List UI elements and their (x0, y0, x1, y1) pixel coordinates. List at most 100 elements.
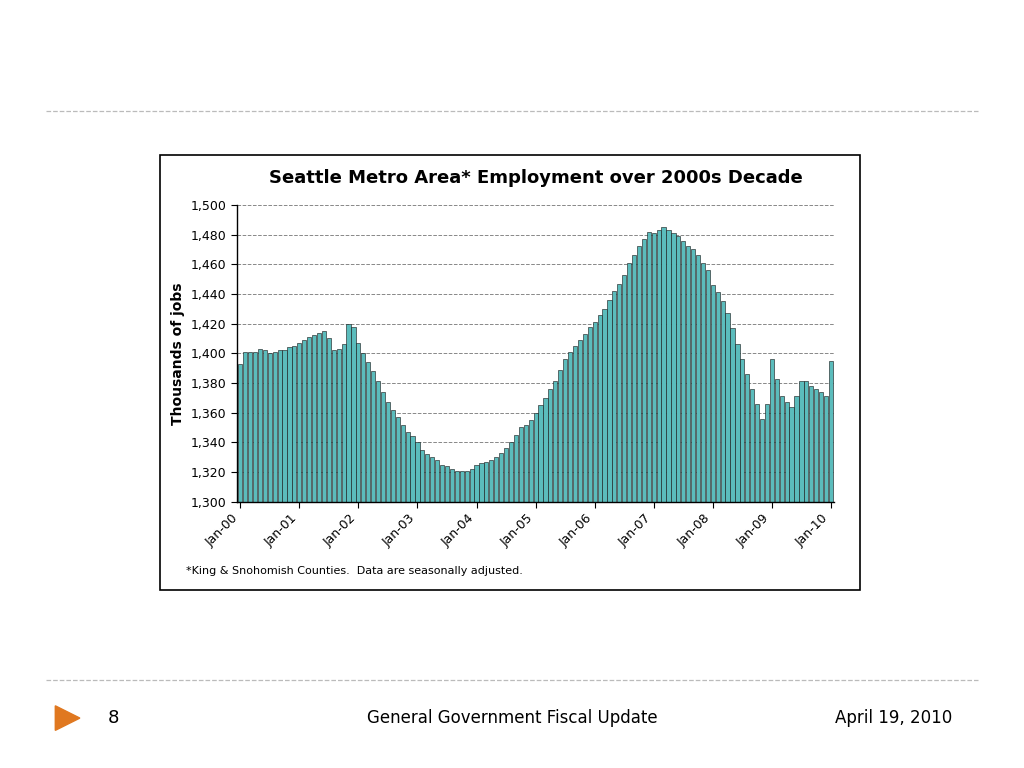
Bar (534, 412, 538, 768)
Bar (342, 344, 346, 768)
Bar (558, 369, 562, 768)
Bar (263, 350, 267, 768)
Bar (716, 293, 720, 768)
Bar (597, 315, 602, 768)
Bar (499, 452, 503, 768)
Bar (367, 362, 371, 768)
Bar (814, 389, 818, 768)
Bar (297, 343, 301, 768)
Bar (420, 450, 425, 768)
Bar (765, 404, 769, 768)
Bar (686, 247, 690, 768)
Text: General Government Fiscal Update: General Government Fiscal Update (367, 709, 657, 727)
Bar (484, 462, 488, 768)
Bar (302, 340, 306, 768)
Bar (824, 396, 828, 768)
Bar (509, 442, 513, 768)
Bar (602, 309, 606, 768)
Bar (637, 247, 641, 768)
Bar (504, 449, 508, 768)
Bar (735, 344, 739, 768)
Bar (563, 359, 567, 768)
Bar (239, 364, 243, 768)
Bar (725, 313, 730, 768)
Bar (253, 352, 257, 768)
Bar (696, 256, 700, 768)
Text: *King & Snohomish Counties.  Data are seasonally adjusted.: *King & Snohomish Counties. Data are sea… (185, 566, 522, 576)
Bar (495, 457, 499, 768)
Bar (706, 270, 710, 768)
Bar (632, 256, 636, 768)
Bar (721, 301, 725, 768)
Bar (316, 333, 322, 768)
Bar (656, 230, 660, 768)
Bar (700, 263, 706, 768)
Bar (479, 463, 483, 768)
Bar (381, 392, 385, 768)
Bar (307, 337, 311, 768)
Bar (553, 382, 557, 768)
Bar (376, 382, 380, 768)
Bar (346, 323, 350, 768)
Bar (819, 392, 823, 768)
Bar (465, 471, 469, 768)
Bar (828, 361, 834, 768)
Bar (790, 407, 794, 768)
Bar (258, 349, 262, 768)
Bar (450, 469, 454, 768)
Y-axis label: Thousands of jobs: Thousands of jobs (171, 282, 185, 425)
Bar (681, 240, 685, 768)
Bar (400, 425, 404, 768)
Bar (489, 460, 494, 768)
Bar (327, 339, 331, 768)
Text: Seattle Metro Area* Employment over 2000s Decade: Seattle Metro Area* Employment over 2000… (268, 169, 803, 187)
Bar (514, 435, 518, 768)
Bar (460, 471, 464, 768)
Bar (248, 352, 252, 768)
Bar (770, 359, 774, 768)
Bar (572, 346, 578, 768)
Bar (435, 460, 439, 768)
Bar (612, 291, 616, 768)
Bar (351, 326, 355, 768)
Bar (578, 340, 582, 768)
Bar (667, 230, 671, 768)
Bar (751, 389, 755, 768)
Bar (760, 419, 764, 768)
Bar (386, 402, 390, 768)
Text: 8: 8 (108, 709, 119, 727)
Bar (371, 371, 375, 768)
Bar (784, 402, 788, 768)
Bar (243, 352, 247, 768)
Bar (568, 352, 572, 768)
Bar (272, 352, 276, 768)
Bar (642, 239, 646, 768)
Bar (337, 349, 341, 768)
Bar (312, 336, 316, 768)
Bar (416, 442, 420, 768)
Bar (523, 425, 527, 768)
Bar (647, 232, 651, 768)
Bar (711, 285, 715, 768)
Bar (278, 350, 282, 768)
Bar (406, 432, 410, 768)
Bar (745, 374, 750, 768)
Bar (730, 328, 734, 768)
Bar (391, 409, 395, 768)
Bar (662, 227, 666, 768)
Bar (528, 420, 532, 768)
Bar (588, 326, 592, 768)
Text: April 19, 2010: April 19, 2010 (835, 709, 952, 727)
Bar (411, 436, 415, 768)
Bar (804, 382, 808, 768)
Bar (539, 406, 543, 768)
Bar (267, 353, 272, 768)
Bar (617, 283, 622, 768)
Bar (288, 347, 292, 768)
Bar (775, 379, 779, 768)
Bar (455, 471, 459, 768)
Bar (444, 466, 450, 768)
Bar (361, 353, 366, 768)
Bar (593, 322, 597, 768)
Bar (809, 386, 813, 768)
